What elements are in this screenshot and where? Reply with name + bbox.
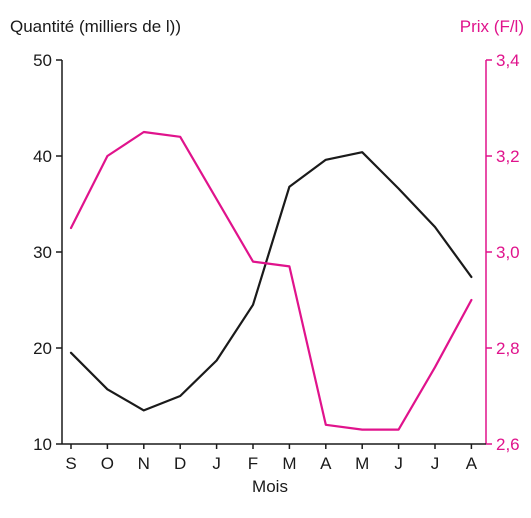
x-axis-tick-label: J (431, 454, 440, 473)
left-axis-tick-label: 40 (33, 147, 52, 166)
right-axis-tick-label: 2,6 (496, 435, 520, 454)
right-axis-tick-label: 2,8 (496, 339, 520, 358)
right-axis-tick-label: 3,2 (496, 147, 520, 166)
right-axis-tick-label: 3,0 (496, 243, 520, 262)
right-axis-tick-label: 3,4 (496, 51, 520, 70)
x-axis-tick-label: D (174, 454, 186, 473)
left-axis-tick-label: 30 (33, 243, 52, 262)
left-axis-tick-label: 10 (33, 435, 52, 454)
x-axis-tick-label: N (138, 454, 150, 473)
x-axis-tick-label: J (394, 454, 403, 473)
quantity-series-line (69, 151, 473, 412)
x-axis-tick-label: A (320, 454, 332, 473)
left-axis: 10 20 30 40 50 (33, 51, 63, 454)
left-axis-tick-label: 50 (33, 51, 52, 70)
left-axis-title: Quantité (milliers de l)) (10, 17, 181, 36)
x-axis-tick-label: M (282, 454, 296, 473)
x-axis-tick-label: J (212, 454, 221, 473)
right-axis-title: Prix (F/l) (460, 17, 524, 36)
series-lines (69, 130, 473, 431)
price-series-line (69, 130, 473, 431)
x-axis-tick-label: O (101, 454, 114, 473)
x-axis-tick-label: S (65, 454, 76, 473)
x-axis-tick-label: F (248, 454, 258, 473)
right-axis: 2,6 2,8 3,0 3,2 3,4 (485, 51, 520, 454)
x-axis-tick-label: A (466, 454, 478, 473)
x-axis-title: Mois (252, 477, 288, 496)
x-axis-tick-label: M (355, 454, 369, 473)
left-axis-tick-label: 20 (33, 339, 52, 358)
